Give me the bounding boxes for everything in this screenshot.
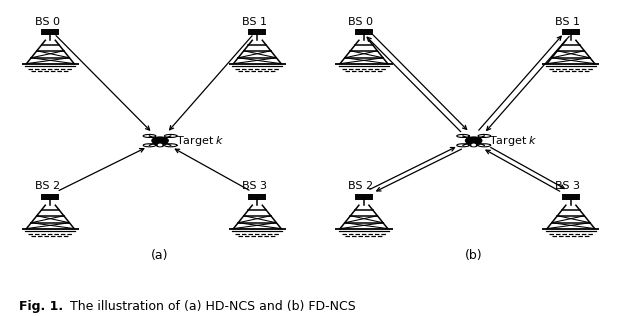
Polygon shape <box>470 143 477 147</box>
Text: BS 3: BS 3 <box>556 181 580 191</box>
Text: (a): (a) <box>151 249 169 262</box>
Polygon shape <box>158 144 162 146</box>
Text: Target $k$: Target $k$ <box>490 134 538 148</box>
Text: Fig. 1.: Fig. 1. <box>19 300 63 313</box>
Text: Target $k$: Target $k$ <box>176 134 225 148</box>
Text: BS 0: BS 0 <box>35 16 60 27</box>
Text: BS 2: BS 2 <box>35 181 60 191</box>
Text: BS 3: BS 3 <box>242 181 267 191</box>
Polygon shape <box>472 144 476 146</box>
Text: BS 0: BS 0 <box>348 16 373 27</box>
Text: BS 1: BS 1 <box>556 16 580 27</box>
Polygon shape <box>156 143 164 147</box>
Polygon shape <box>152 137 168 144</box>
Text: The illustration of (a) HD-NCS and (b) FD-NCS: The illustration of (a) HD-NCS and (b) F… <box>66 300 356 313</box>
Text: BS 2: BS 2 <box>348 181 373 191</box>
Text: (b): (b) <box>465 249 483 262</box>
Polygon shape <box>465 137 482 144</box>
Text: BS 1: BS 1 <box>242 16 267 27</box>
